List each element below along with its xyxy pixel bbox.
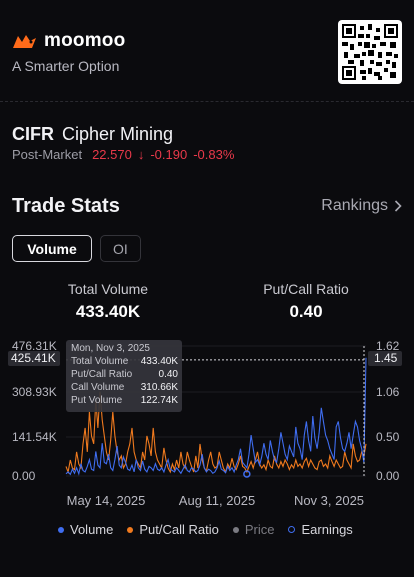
crosshair-right-label: 1.45 [374, 351, 398, 365]
total-volume-value: 433.40K [75, 302, 141, 321]
header-divider [0, 101, 414, 102]
crosshair-right-badge: 1.45 [368, 351, 402, 366]
total-volume-stat: Total Volume 433.40K [28, 281, 188, 322]
stats-tabs: Volume OI [12, 235, 141, 262]
tab-volume[interactable]: Volume [12, 235, 92, 262]
tooltip-date: Mon, Nov 3, 2025 [71, 343, 150, 354]
pcr-series-line [65, 391, 367, 475]
pcr-stat: Put/Call Ratio 0.40 [226, 281, 386, 322]
x-tick-label: May 14, 2025 [67, 493, 146, 508]
volume-dot-icon [58, 526, 64, 533]
left-tick-label: 141.54K [12, 430, 57, 444]
tooltip-row-value: 122.74K [141, 395, 179, 406]
brand-logo: moomoo [12, 30, 125, 52]
tab-oi[interactable]: OI [100, 235, 141, 262]
right-tick-label: 0.50 [376, 430, 400, 444]
legend-price[interactable]: Price [232, 522, 275, 537]
brand-name: moomoo [44, 30, 126, 51]
price-dot-icon [232, 526, 239, 533]
right-axis: 1.62 1.06 0.50 0.00 [376, 339, 400, 483]
tooltip-row-label: Put Volume [71, 395, 123, 406]
trade-stats-chart[interactable]: 476.31K 308.93K 141.54K 0.00 1.62 1.06 0.50 0.… [0, 330, 414, 520]
earnings-marker[interactable] [243, 470, 251, 478]
down-arrow-icon: ↓ [137, 147, 145, 162]
right-tick-label: 1.06 [376, 385, 400, 399]
post-market-row: Post-Market 22.570 ↓ -0.190 -0.83% [12, 147, 234, 162]
left-tick-label: 0.00 [12, 469, 36, 483]
price-change-pct: -0.83% [193, 147, 235, 162]
left-tick-label: 476.31K [12, 339, 57, 353]
x-axis: May 14, 2025 Aug 11, 2025 Nov 3, 2025 [67, 493, 364, 508]
section-title: Trade Stats [12, 195, 120, 217]
crosshair-left-badge: 425.41K [8, 351, 60, 366]
total-volume-label: Total Volume [67, 281, 149, 297]
legend-earnings[interactable]: Earnings [288, 522, 353, 537]
chevron-right-icon [394, 200, 402, 212]
legend-volume[interactable]: Volume [58, 522, 113, 537]
chart-legend: Volume Put/Call Ratio Price Earnings [58, 522, 353, 537]
brand-tagline: A Smarter Option [12, 58, 120, 74]
tooltip-row-label: Total Volume [71, 356, 129, 367]
rankings-label: Rankings [321, 197, 388, 214]
x-tick-label: Aug 11, 2025 [179, 493, 255, 508]
chart-tooltip: Mon, Nov 3, 2025 Total Volume 433.40K Pu… [66, 340, 182, 412]
legend-pcr[interactable]: Put/Call Ratio [127, 522, 219, 537]
stock-header: CIFR Cipher Mining [12, 124, 173, 145]
stock-ticker: CIFR [12, 124, 54, 144]
stock-company: Cipher Mining [62, 124, 174, 144]
tooltip-row-label: Put/Call Ratio [71, 369, 133, 380]
session-label: Post-Market [12, 147, 83, 162]
legend-earnings-label: Earnings [301, 522, 353, 537]
rankings-link[interactable]: Rankings [321, 197, 402, 215]
volume-series-line [65, 357, 367, 476]
price-change: -0.190 [150, 147, 188, 162]
right-tick-label: 0.00 [376, 469, 400, 483]
left-tick-label: 308.93K [12, 385, 57, 399]
legend-volume-label: Volume [70, 522, 114, 537]
qr-code-icon [342, 24, 398, 80]
moomoo-logo-icon [13, 35, 36, 48]
pcr-label: Put/Call Ratio [263, 281, 349, 297]
qr-code [338, 20, 402, 84]
pcr-dot-icon [127, 526, 134, 533]
legend-pcr-label: Put/Call Ratio [139, 522, 219, 537]
pcr-value: 0.40 [289, 302, 323, 321]
legend-price-label: Price [244, 522, 275, 537]
tooltip-row-label: Call Volume [71, 382, 125, 393]
tooltip-row-value: 0.40 [159, 369, 179, 380]
tooltip-row-value: 310.66K [141, 382, 179, 393]
tooltip-row-value: 433.40K [141, 356, 179, 367]
right-tick-label: 1.62 [376, 339, 400, 353]
earnings-markers [243, 470, 251, 478]
earnings-ring-icon [288, 526, 296, 533]
x-tick-label: Nov 3, 2025 [294, 493, 364, 508]
stock-price: 22.570 [92, 147, 132, 162]
left-axis: 476.31K 308.93K 141.54K 0.00 [12, 339, 57, 483]
crosshair-left-label: 425.41K [11, 351, 56, 365]
